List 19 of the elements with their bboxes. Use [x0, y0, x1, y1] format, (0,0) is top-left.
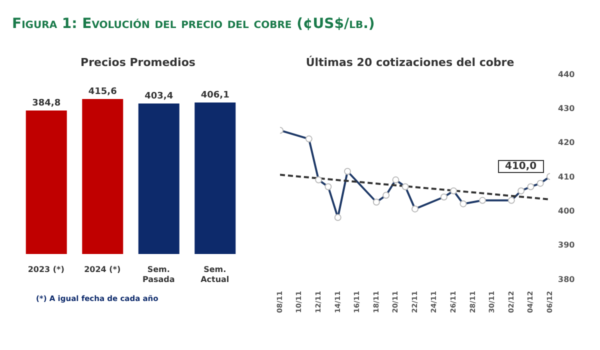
x-tick-label: 2024 (*)	[84, 265, 121, 274]
y-tick-label: 410	[558, 172, 576, 182]
y-tick-label: 440	[558, 70, 576, 79]
data-label: 384,8	[32, 98, 61, 108]
y-tick-label: 400	[558, 206, 576, 216]
x-tick-label: Sem. Pasada	[142, 265, 175, 284]
y-tick-label: 420	[558, 138, 576, 148]
annotation: 410,0	[498, 160, 544, 173]
x-tick-label: Sem. Actual	[200, 265, 230, 284]
data-label: 406,1	[200, 90, 230, 101]
data-label: 403,4	[144, 92, 174, 102]
y-tick-label: 390	[558, 240, 576, 250]
y-tick-label: 380	[558, 274, 576, 284]
x-tick-label: 2023 (*)	[28, 265, 64, 274]
data-label: 415,6	[88, 87, 117, 97]
chart-title: Figura 1: Evolución del precio del cobre (¢US$/lb.)	[12, 16, 375, 32]
chart-title: Últimas 20 cotizaciones del cobre	[304, 56, 516, 69]
y-tick-label: 430	[558, 104, 576, 114]
chart-subtitle: Precios Promedios	[80, 56, 196, 69]
